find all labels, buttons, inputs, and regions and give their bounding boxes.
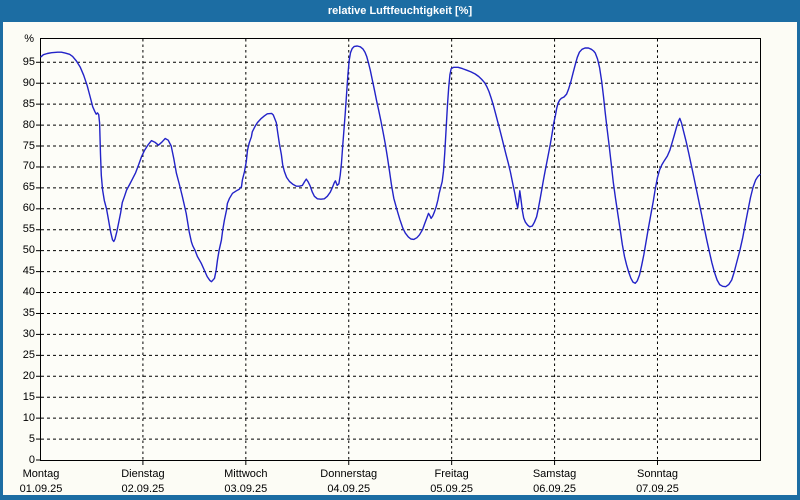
plot-canvas xyxy=(36,38,761,465)
x-axis-date-label: 05.09.25 xyxy=(430,483,474,495)
y-axis-label-65: 65 xyxy=(22,181,35,194)
x-axis-day-label: Donnerstag xyxy=(320,468,378,480)
y-axis-label-85: 85 xyxy=(22,97,35,110)
x-axis-day-label: Sonntag xyxy=(636,468,678,480)
x-axis-day-label: Mittwoch xyxy=(224,468,268,480)
y-axis-label-60: 60 xyxy=(22,202,35,215)
left-frame-border xyxy=(0,0,3,500)
bottom-frame-strip xyxy=(0,495,800,500)
y-axis-label-5: 5 xyxy=(28,432,35,445)
x-axis-date-label: 03.09.25 xyxy=(224,483,268,495)
y-axis-label-50: 50 xyxy=(22,244,35,257)
chart-title: relative Luftfeuchtigkeit [%] xyxy=(327,5,473,17)
y-axis-label-10: 10 xyxy=(22,411,35,424)
x-axis-date-label: 02.09.25 xyxy=(121,483,165,495)
x-axis-day-label: Samstag xyxy=(532,468,577,480)
y-axis-unit-label: % xyxy=(24,33,34,45)
y-axis-label-45: 45 xyxy=(22,265,35,278)
y-axis-label-80: 80 xyxy=(22,118,35,131)
y-axis-label-70: 70 xyxy=(22,160,35,173)
x-axis-date-label: 06.09.25 xyxy=(533,483,576,495)
y-axis-label-95: 95 xyxy=(22,55,35,68)
y-axis-label-55: 55 xyxy=(22,223,35,236)
y-axis-label-90: 90 xyxy=(22,76,35,89)
y-axis-label-20: 20 xyxy=(22,369,35,382)
y-axis-label-25: 25 xyxy=(22,348,35,361)
y-axis-label-75: 75 xyxy=(22,139,35,152)
y-axis-label-40: 40 xyxy=(22,286,35,299)
x-axis-day-label: Dienstag xyxy=(121,468,165,480)
right-frame-border xyxy=(797,0,800,500)
x-axis-date-label: 04.09.25 xyxy=(327,483,371,495)
y-axis-label-35: 35 xyxy=(22,306,35,319)
plot-border xyxy=(40,38,761,461)
humidity-line xyxy=(40,45,761,288)
x-axis-date-label: 07.09.25 xyxy=(636,483,679,495)
x-axis-day-label: Freitag xyxy=(434,468,469,480)
y-axis-label-0: 0 xyxy=(28,453,35,466)
title-bar: relative Luftfeuchtigkeit [%] xyxy=(0,0,800,22)
y-axis-label-30: 30 xyxy=(22,327,35,340)
x-axis-date-label: 01.09.25 xyxy=(19,483,63,495)
y-axis-label-15: 15 xyxy=(22,390,35,403)
x-axis-day-label: Montag xyxy=(22,468,60,480)
